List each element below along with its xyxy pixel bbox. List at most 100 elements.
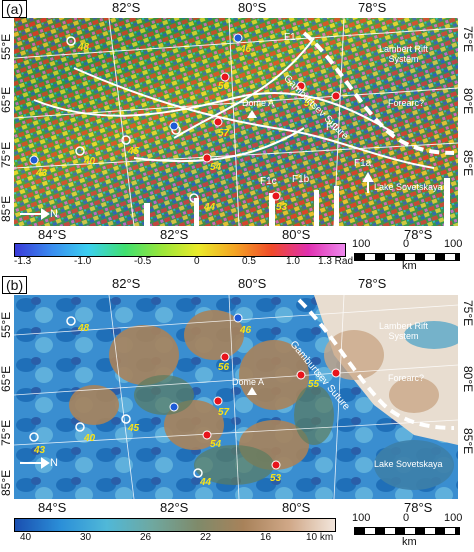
lon-label: 65°E: [0, 365, 13, 392]
colorbar-tick: 30: [80, 532, 92, 543]
colorbar-tick: 0: [194, 256, 200, 267]
lat-label: 82°S: [112, 276, 141, 291]
scalebar-b: 100 0 100 km: [352, 512, 462, 550]
colorbar-tick: 40: [20, 532, 32, 543]
station-55b: [331, 91, 341, 101]
station-56: [220, 72, 230, 82]
lat-label: 84°S: [38, 500, 67, 515]
colorbar-tick: 1.3 Rad: [318, 256, 354, 267]
station-40: [75, 422, 85, 432]
dome-a-label: Dome A: [242, 98, 275, 108]
station-number: 57: [218, 407, 230, 418]
lon-label: 80°E: [461, 366, 474, 393]
station-number: 48: [78, 323, 90, 334]
scale-unit: km: [402, 260, 417, 272]
station-number: 53: [276, 202, 288, 213]
station-number: 44: [200, 477, 212, 488]
fault-f1b-label: F1b: [292, 174, 310, 185]
scale-tick: 100: [444, 238, 463, 250]
lambert-rift-label: Lambert Rift System: [379, 321, 429, 341]
station-55a: [296, 81, 306, 91]
colorbar-b-ticks: 40 30 26 22 16 10 km: [14, 532, 354, 546]
station-number: 40: [84, 433, 96, 444]
gamburtsev-suture-line: [297, 298, 455, 430]
station-55a: [296, 370, 306, 380]
panel-a: 48 46 56 55 57 45 40 43 44 53 54 Lambert…: [13, 17, 459, 227]
scalebar-a: 100 0 100 km: [352, 238, 462, 272]
colorbar-tick: 1.0: [286, 256, 300, 267]
colorbar-tick: -1.0: [74, 256, 92, 267]
panel-b: 48 46 56 55 57 45 40 43 44 53 54 Lambert…: [13, 294, 464, 500]
lat-label: 78°S: [404, 500, 433, 515]
lake-sovetskaya-label: Lake Sovetskaya: [374, 459, 443, 469]
colorbar-tick: -0.5: [134, 256, 152, 267]
north-label: N: [50, 457, 58, 469]
station-number: 48: [78, 42, 90, 53]
dome-a-marker: [247, 110, 257, 118]
fault-f1c-label: F1c: [260, 176, 277, 187]
fault-f1a-label: F1a: [354, 158, 372, 169]
north-arrow: [20, 208, 50, 220]
colorbar-tick: 16: [260, 532, 272, 543]
station-55b: [331, 368, 341, 378]
station-number: 57: [218, 128, 230, 139]
fault-lines: [33, 37, 435, 169]
north-arrow: [20, 457, 50, 469]
lat-label: 82°S: [160, 500, 189, 515]
lat-label: 82°S: [160, 227, 189, 242]
stations-a: [29, 33, 341, 203]
station-number: 55: [308, 379, 320, 390]
station-number: 46: [240, 44, 252, 55]
lake-sovetskaya-label: Lake Sovetskaya: [374, 182, 443, 192]
station-44: [189, 193, 199, 203]
dome-a-label: Dome A: [232, 377, 265, 387]
station-45b: [121, 135, 131, 145]
lon-label: 75°E: [461, 26, 474, 53]
station-blue-b: [169, 121, 179, 131]
gamburtsev-suture-label: Gamburtsev Suture: [281, 73, 351, 143]
station-number: 44: [204, 202, 216, 213]
lon-label: 85°E: [0, 469, 13, 496]
station-44: [193, 468, 203, 478]
lat-label: 78°S: [358, 276, 387, 291]
colorbar-b: [14, 518, 336, 532]
lat-label: 80°S: [238, 276, 267, 291]
panel-a-map: [13, 17, 459, 227]
forearc-label: Forearc?: [388, 98, 425, 108]
gamburtsev-suture-label: Gamburtsev Suture: [287, 339, 352, 413]
station-54: [202, 430, 212, 440]
station-number: 46: [240, 325, 252, 336]
station-43: [29, 432, 39, 442]
station-46: [233, 313, 243, 323]
bottom-artifacts: [144, 178, 450, 226]
lat-label: 80°S: [282, 227, 311, 242]
station-43: [29, 155, 39, 165]
colorbar-tick: -1.3: [14, 256, 32, 267]
station-blue: [169, 402, 179, 412]
lon-label: 75°E: [0, 419, 13, 446]
station-53: [271, 460, 281, 470]
station-number: 55: [304, 98, 316, 109]
dome-a-marker: [247, 387, 257, 395]
station-number: 43: [36, 168, 48, 179]
station-54: [202, 153, 212, 163]
colorbar-a: [14, 243, 346, 257]
fault-f2-label: F2: [326, 122, 338, 133]
station-57: [213, 396, 223, 406]
station-number: 54: [210, 439, 222, 450]
station-46: [233, 33, 243, 43]
scale-unit: km: [402, 536, 417, 548]
fault-f1-label: F1: [284, 32, 296, 43]
lon-label: 80°E: [461, 88, 474, 115]
station-48: [66, 36, 76, 46]
station-45: [121, 414, 131, 424]
lon-label: 85°E: [461, 428, 474, 455]
lon-label: 55°E: [0, 33, 13, 60]
stations-b: [29, 313, 341, 478]
station-number: 56: [218, 81, 230, 92]
panel-b-map: [13, 294, 464, 500]
lat-label: 84°S: [38, 227, 67, 242]
station-number: 54: [210, 162, 222, 173]
colorbar-tick: 0.5: [242, 256, 256, 267]
lon-label: 75°E: [0, 141, 13, 168]
